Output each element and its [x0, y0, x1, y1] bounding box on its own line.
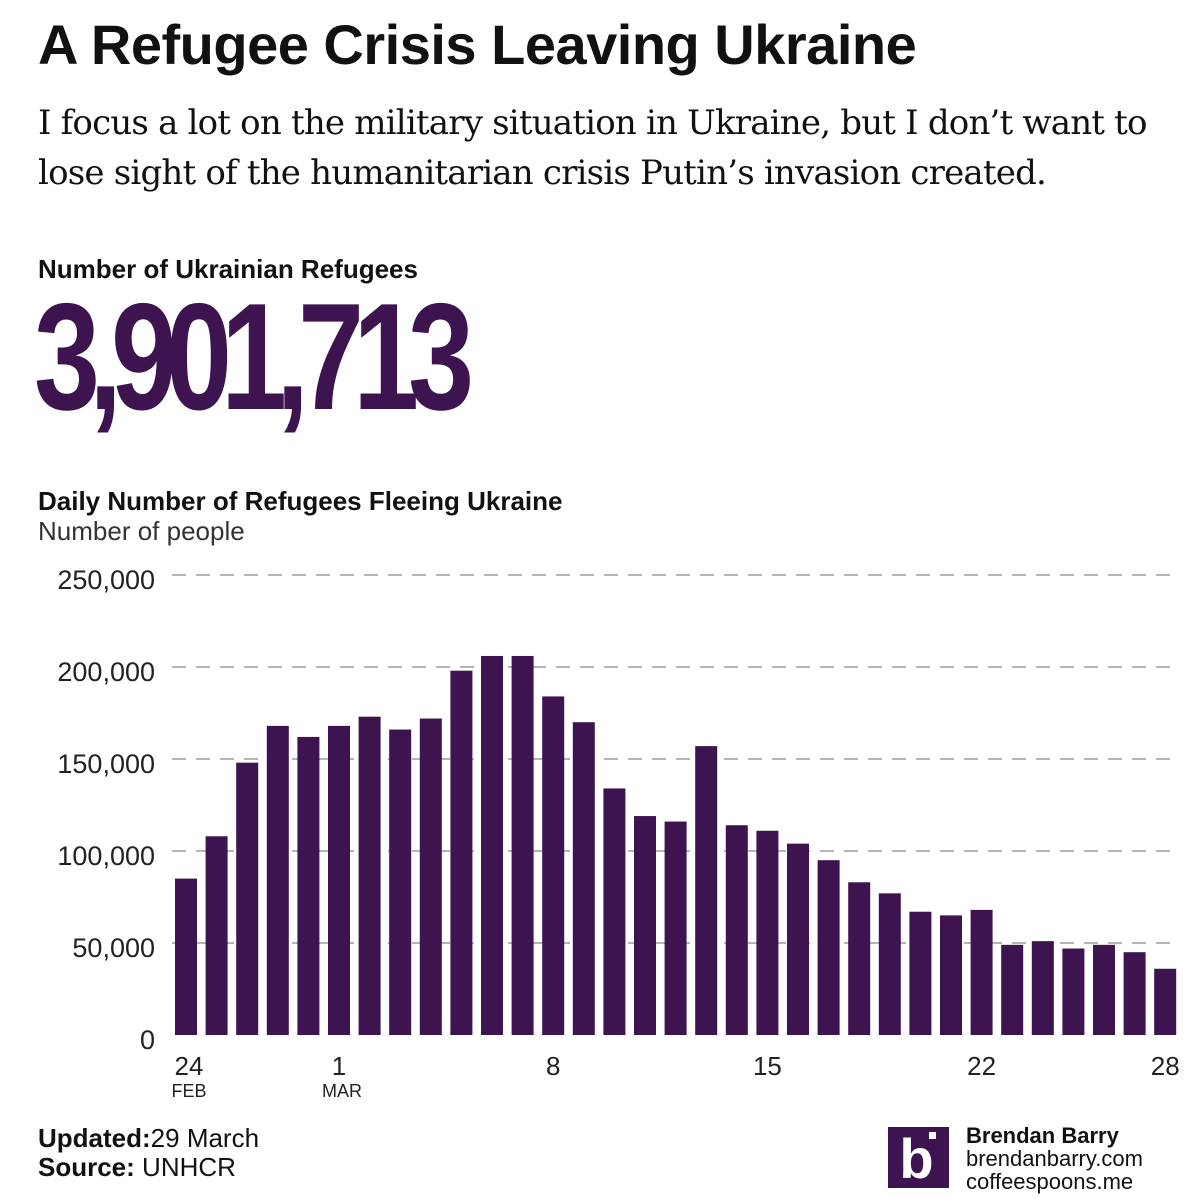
bar	[725, 825, 748, 1035]
bar	[1031, 941, 1054, 1035]
bar	[603, 788, 626, 1035]
bar	[695, 746, 718, 1035]
bar	[205, 836, 228, 1035]
brand-logo: b	[888, 1127, 949, 1188]
bar	[940, 915, 962, 1035]
y-tick-label: 0	[140, 1025, 155, 1055]
bar	[450, 670, 473, 1035]
updated-value: 29 March	[150, 1123, 260, 1153]
x-tick-label: 15	[753, 1051, 782, 1081]
y-tick-label: 250,000	[57, 565, 155, 595]
bar	[817, 860, 840, 1035]
bar	[970, 909, 993, 1035]
brand-block: Brendan Barry brendanbarry.com coffeespo…	[966, 1124, 1143, 1193]
bar	[664, 821, 687, 1035]
x-tick-sublabel: MAR	[322, 1081, 362, 1101]
brand-site: brendanbarry.com	[966, 1146, 1143, 1171]
x-tick-label: 8	[546, 1051, 560, 1081]
bar	[175, 878, 197, 1035]
logo-letter: b	[899, 1127, 934, 1190]
bar	[542, 696, 565, 1035]
updated-label: Updated:	[38, 1123, 151, 1153]
x-tick-label: 28	[1151, 1051, 1180, 1081]
bar	[787, 843, 809, 1035]
bar	[511, 655, 534, 1035]
source: Source: UNHCR	[38, 1152, 236, 1183]
subtitle: I focus a lot on the military situation …	[38, 103, 1148, 193]
logo-dot	[929, 1132, 936, 1139]
updated: Updated:29 March	[38, 1123, 259, 1154]
bar	[848, 882, 871, 1035]
bar	[389, 729, 412, 1035]
x-tick-label: 24	[175, 1051, 204, 1081]
chart-title: Daily Number of Refugees Fleeing Ukraine	[38, 486, 563, 516]
bar	[1154, 968, 1177, 1035]
y-tick-label: 200,000	[57, 657, 155, 687]
bar	[266, 725, 289, 1035]
bar	[1001, 944, 1024, 1035]
brand-name: Brendan Barry	[966, 1123, 1119, 1148]
bar	[419, 718, 442, 1035]
kpi-value: 3,901,713	[34, 272, 474, 442]
y-tick-label: 100,000	[57, 841, 155, 871]
bar	[878, 893, 901, 1035]
y-tick-label: 50,000	[72, 933, 155, 963]
bar	[1062, 948, 1085, 1035]
bar	[297, 736, 320, 1035]
bar	[909, 911, 932, 1035]
bar	[1123, 952, 1146, 1035]
bar	[756, 830, 779, 1035]
bar	[236, 762, 259, 1035]
x-tick-label: 22	[967, 1051, 996, 1081]
source-value: UNHCR	[142, 1152, 236, 1182]
y-tick-label: 150,000	[57, 749, 155, 779]
page-title: A Refugee Crisis Leaving Ukraine	[38, 13, 917, 76]
bar	[328, 725, 350, 1035]
x-tick-sublabel: FEB	[171, 1081, 206, 1101]
bar-chart: 0 50,000 100,000 150,000 200,000 250,000 24FEB…	[57, 565, 1180, 1101]
brand-site-2: coffeespoons.me	[966, 1169, 1134, 1194]
bar	[481, 655, 503, 1035]
kpi-label: Number of Ukrainian Refugees	[38, 254, 418, 284]
x-tick-label: 1	[332, 1051, 346, 1081]
chart-y-label: Number of people	[38, 516, 245, 546]
bar	[572, 722, 595, 1035]
bar	[358, 716, 381, 1035]
bar	[634, 816, 656, 1035]
source-label: Source:	[38, 1152, 135, 1182]
bar	[1093, 944, 1115, 1035]
